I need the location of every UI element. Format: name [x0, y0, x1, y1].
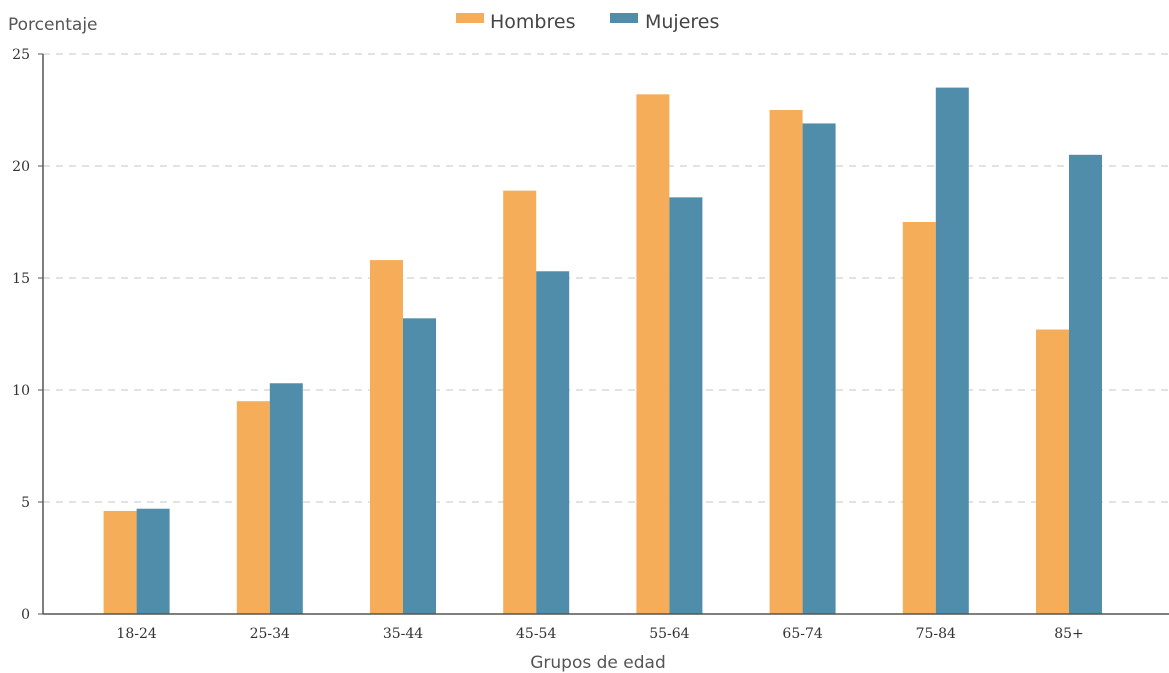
- bar-hombres-25-34: [236, 401, 270, 614]
- legend: Hombres Mujeres: [456, 11, 719, 33]
- legend-swatch-mujeres: [610, 13, 638, 23]
- gridlines: [43, 53, 1169, 503]
- x-tick-label: 75-84: [916, 626, 956, 642]
- legend-swatch-hombres: [456, 13, 484, 23]
- bar-hombres-75-84: [902, 222, 936, 614]
- x-tick-label: 25-34: [250, 626, 290, 642]
- bar-mujeres-35-44: [403, 318, 436, 614]
- x-tick-label: 55-64: [649, 626, 689, 642]
- bar-hombres-55-64: [636, 94, 670, 614]
- y-tick-label: 10: [12, 383, 30, 399]
- bar-hombres-45-54: [503, 190, 537, 614]
- bar-mujeres-25-34: [269, 383, 303, 614]
- bar-hombres-85+: [1036, 329, 1069, 614]
- x-tick-label: 85+: [1054, 626, 1084, 642]
- y-tick-label: 25: [12, 47, 30, 63]
- y-axis-label: Porcentaje: [8, 15, 98, 35]
- y-tick-label: 15: [12, 271, 30, 287]
- legend-label-hombres: Hombres: [490, 11, 575, 33]
- x-tick-label: 65-74: [782, 626, 822, 642]
- x-tick-label: 45-54: [516, 626, 556, 642]
- x-tick-label: 18-24: [116, 626, 156, 642]
- bar-mujeres-65-74: [802, 123, 836, 614]
- x-tick-label: 35-44: [383, 626, 423, 642]
- y-tick-label: 5: [21, 495, 30, 511]
- y-tick-label: 20: [12, 159, 30, 175]
- bars: [103, 87, 1102, 615]
- x-axis-label: Grupos de edad: [530, 653, 666, 673]
- y-tick-label: 0: [21, 607, 30, 623]
- y-axis-ticks: 0 5 10 15 20 25: [12, 47, 43, 623]
- bar-mujeres-18-24: [136, 508, 170, 614]
- bar-mujeres-85+: [1069, 154, 1102, 615]
- legend-label-mujeres: Mujeres: [645, 11, 719, 33]
- bar-mujeres-45-54: [536, 271, 570, 614]
- bar-mujeres-75-84: [935, 87, 969, 615]
- bar-mujeres-55-64: [669, 197, 703, 615]
- bar-hombres-65-74: [769, 110, 803, 614]
- bar-hombres-35-44: [370, 260, 403, 614]
- bar-hombres-18-24: [103, 510, 137, 614]
- x-axis-ticks: 18-24 25-34 35-44 45-54 55-64 65-74 75-84 85+: [116, 626, 1083, 642]
